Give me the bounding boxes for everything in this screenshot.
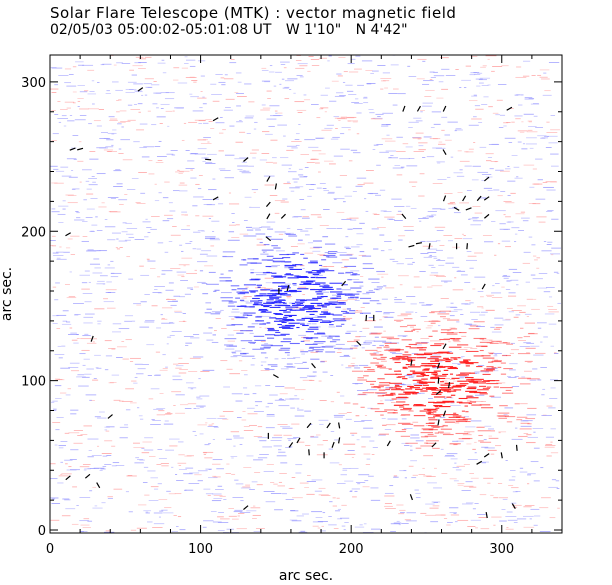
- field-vector: [326, 422, 331, 429]
- field-vector: [338, 437, 341, 444]
- field-vector: [442, 105, 447, 112]
- field-vector: [243, 505, 249, 510]
- field-vector: [515, 444, 518, 451]
- y-tick-label: 0: [38, 524, 46, 539]
- field-vector: [386, 440, 391, 447]
- x-tick-label: 0: [46, 542, 54, 557]
- field-vector: [288, 442, 294, 448]
- field-vector: [415, 242, 422, 245]
- field-vector: [476, 195, 482, 202]
- field-vector: [65, 232, 71, 237]
- field-noise-layer: [50, 54, 561, 534]
- axes: 0 100 200 300 0 100 200 300: [21, 55, 563, 557]
- field-vector: [274, 183, 277, 190]
- field-vector: [265, 236, 272, 242]
- field-vector: [484, 176, 490, 182]
- field-vector: [286, 284, 290, 292]
- field-vector: [442, 410, 447, 417]
- field-vector: [484, 213, 490, 219]
- field-vector: [137, 87, 144, 92]
- field-vector: [506, 106, 513, 111]
- field-vector: [212, 117, 219, 122]
- x-tick-label: 100: [188, 542, 213, 557]
- y-axis-label: arc sec.: [0, 267, 15, 321]
- field-vector: [437, 419, 440, 426]
- field-vector: [436, 362, 441, 369]
- field-vector: [69, 147, 76, 151]
- field-vector: [437, 377, 440, 384]
- field-vector: [365, 314, 368, 321]
- field-vector: [435, 390, 442, 395]
- field-vector: [408, 244, 415, 248]
- field-vector: [465, 207, 472, 211]
- field-vector: [428, 243, 431, 250]
- field-vector: [306, 422, 312, 429]
- field-vector: [311, 363, 316, 369]
- field-vector: [266, 176, 271, 182]
- y-tick-label: 200: [21, 225, 46, 240]
- field-vector: [341, 280, 347, 287]
- plot-frame: [49, 54, 563, 534]
- field-vector: [481, 283, 486, 290]
- field-vector: [205, 158, 212, 161]
- field-vector: [447, 382, 451, 389]
- field-vector: [416, 105, 421, 112]
- field-vector: [308, 449, 310, 456]
- field-vector: [90, 335, 94, 342]
- chart-title: Solar Flare Telescope (MTK) : vector mag…: [50, 4, 457, 22]
- observation-latitude: N 4'42": [355, 22, 408, 38]
- field-vector: [511, 503, 516, 510]
- observation-longitude: W 1'10": [285, 22, 342, 38]
- y-tick-label: 300: [21, 76, 46, 91]
- field-vector: [401, 213, 407, 220]
- field-vector: [243, 157, 249, 162]
- field-vector: [356, 340, 362, 346]
- x-axis-label: arc sec.: [279, 568, 333, 584]
- field-vector: [410, 359, 413, 366]
- field-vector: [485, 512, 488, 519]
- field-vector: [442, 343, 447, 350]
- x-tick-label: 200: [339, 542, 364, 557]
- field-vector: [77, 147, 84, 151]
- field-vector: [442, 195, 447, 202]
- field-vector: [107, 414, 113, 419]
- x-tick-label: 300: [489, 542, 514, 557]
- field-vector: [296, 437, 301, 444]
- field-vector: [331, 441, 335, 448]
- field-vector: [442, 149, 447, 155]
- field-vector: [466, 243, 468, 250]
- field-vector: [500, 452, 503, 459]
- field-vector: [483, 453, 490, 458]
- field-vector: [402, 105, 406, 112]
- field-vector: [453, 206, 460, 211]
- y-tick-label: 100: [21, 375, 46, 390]
- observation-datetime: 02/05/03 05:00:02-05:01:08 UT: [50, 22, 272, 38]
- field-vector: [409, 494, 414, 501]
- field-vector: [266, 213, 271, 220]
- field-vector: [431, 442, 437, 448]
- transverse-field-vectors: [65, 87, 518, 519]
- field-vector: [483, 196, 490, 201]
- field-vector: [265, 201, 271, 208]
- field-vector: [96, 482, 101, 489]
- field-vector: [476, 460, 483, 465]
- field-vector: [65, 475, 71, 481]
- field-vector: [338, 422, 341, 429]
- field-vector: [280, 213, 286, 219]
- chart-subtitle: 02/05/03 05:00:02-05:01:08 UT W 1'10" N …: [50, 22, 418, 38]
- field-vector: [212, 196, 219, 201]
- field-vector: [462, 195, 467, 202]
- field-vector: [272, 374, 279, 379]
- field-vector: [84, 473, 91, 479]
